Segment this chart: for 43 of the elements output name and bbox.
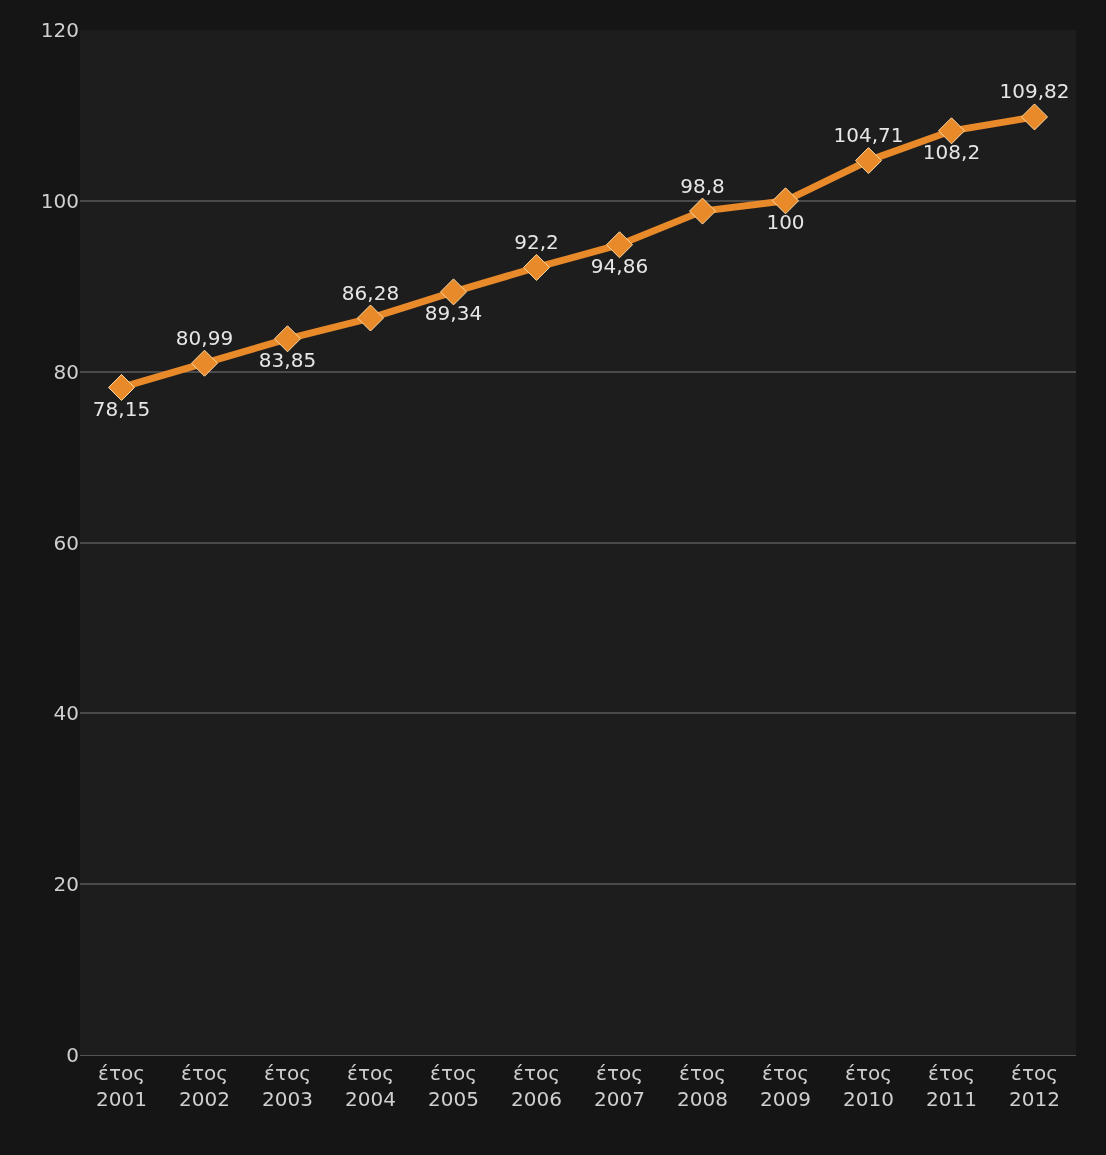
x-tick-label: έτος 2012 bbox=[1009, 1061, 1060, 1111]
y-tick-label: 0 bbox=[66, 1043, 79, 1067]
x-tick-label: έτος 2003 bbox=[262, 1061, 313, 1111]
x-tick-label: έτος 2002 bbox=[179, 1061, 230, 1111]
point bbox=[274, 325, 301, 353]
x-tick-label: έτος 2008 bbox=[677, 1061, 728, 1111]
x-tick-label: έτος 2004 bbox=[345, 1061, 396, 1111]
x-tick-label: έτος 2009 bbox=[760, 1061, 811, 1111]
data-label: 83,85 bbox=[258, 348, 317, 373]
data-label: 94,86 bbox=[590, 254, 649, 279]
x-tick-label: έτος 2011 bbox=[926, 1061, 977, 1111]
y-tick-label: 80 bbox=[53, 359, 79, 384]
y-tick-label: 20 bbox=[53, 872, 79, 897]
y-tick-label: 40 bbox=[53, 701, 79, 726]
data-label: 98,8 bbox=[680, 173, 725, 198]
point bbox=[606, 231, 633, 259]
data-label: 80,99 bbox=[175, 325, 234, 350]
point bbox=[523, 253, 550, 281]
x-tick-label: έτος 2006 bbox=[511, 1061, 562, 1111]
y-tick-label: 60 bbox=[53, 530, 79, 555]
point bbox=[772, 187, 799, 215]
x-tick-label: έτος 2007 bbox=[594, 1061, 645, 1111]
data-label: 78,15 bbox=[92, 396, 151, 421]
point bbox=[938, 117, 965, 145]
data-label: 86,28 bbox=[341, 280, 400, 305]
x-tick-label: έτος 2010 bbox=[843, 1061, 894, 1111]
point bbox=[108, 373, 135, 401]
point bbox=[440, 278, 467, 306]
data-label: 89,34 bbox=[424, 301, 483, 326]
point bbox=[689, 197, 716, 225]
y-tick-label: 100 bbox=[40, 188, 79, 213]
x-tick-label: έτος 2005 bbox=[428, 1061, 479, 1111]
point bbox=[357, 304, 384, 332]
data-label: 109,82 bbox=[999, 79, 1070, 104]
point bbox=[855, 147, 882, 175]
point bbox=[191, 349, 218, 377]
data-label: 108,2 bbox=[922, 140, 981, 165]
data-label: 100 bbox=[766, 210, 805, 235]
data-label: 92,2 bbox=[514, 229, 559, 254]
data-label: 104,71 bbox=[833, 123, 904, 148]
x-tick-label: έτος 2001 bbox=[96, 1061, 147, 1111]
point bbox=[1021, 103, 1048, 131]
y-tick-label: 120 bbox=[40, 18, 79, 42]
